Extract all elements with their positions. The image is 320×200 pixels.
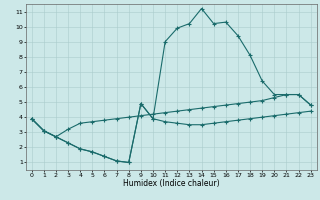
X-axis label: Humidex (Indice chaleur): Humidex (Indice chaleur) bbox=[123, 179, 220, 188]
